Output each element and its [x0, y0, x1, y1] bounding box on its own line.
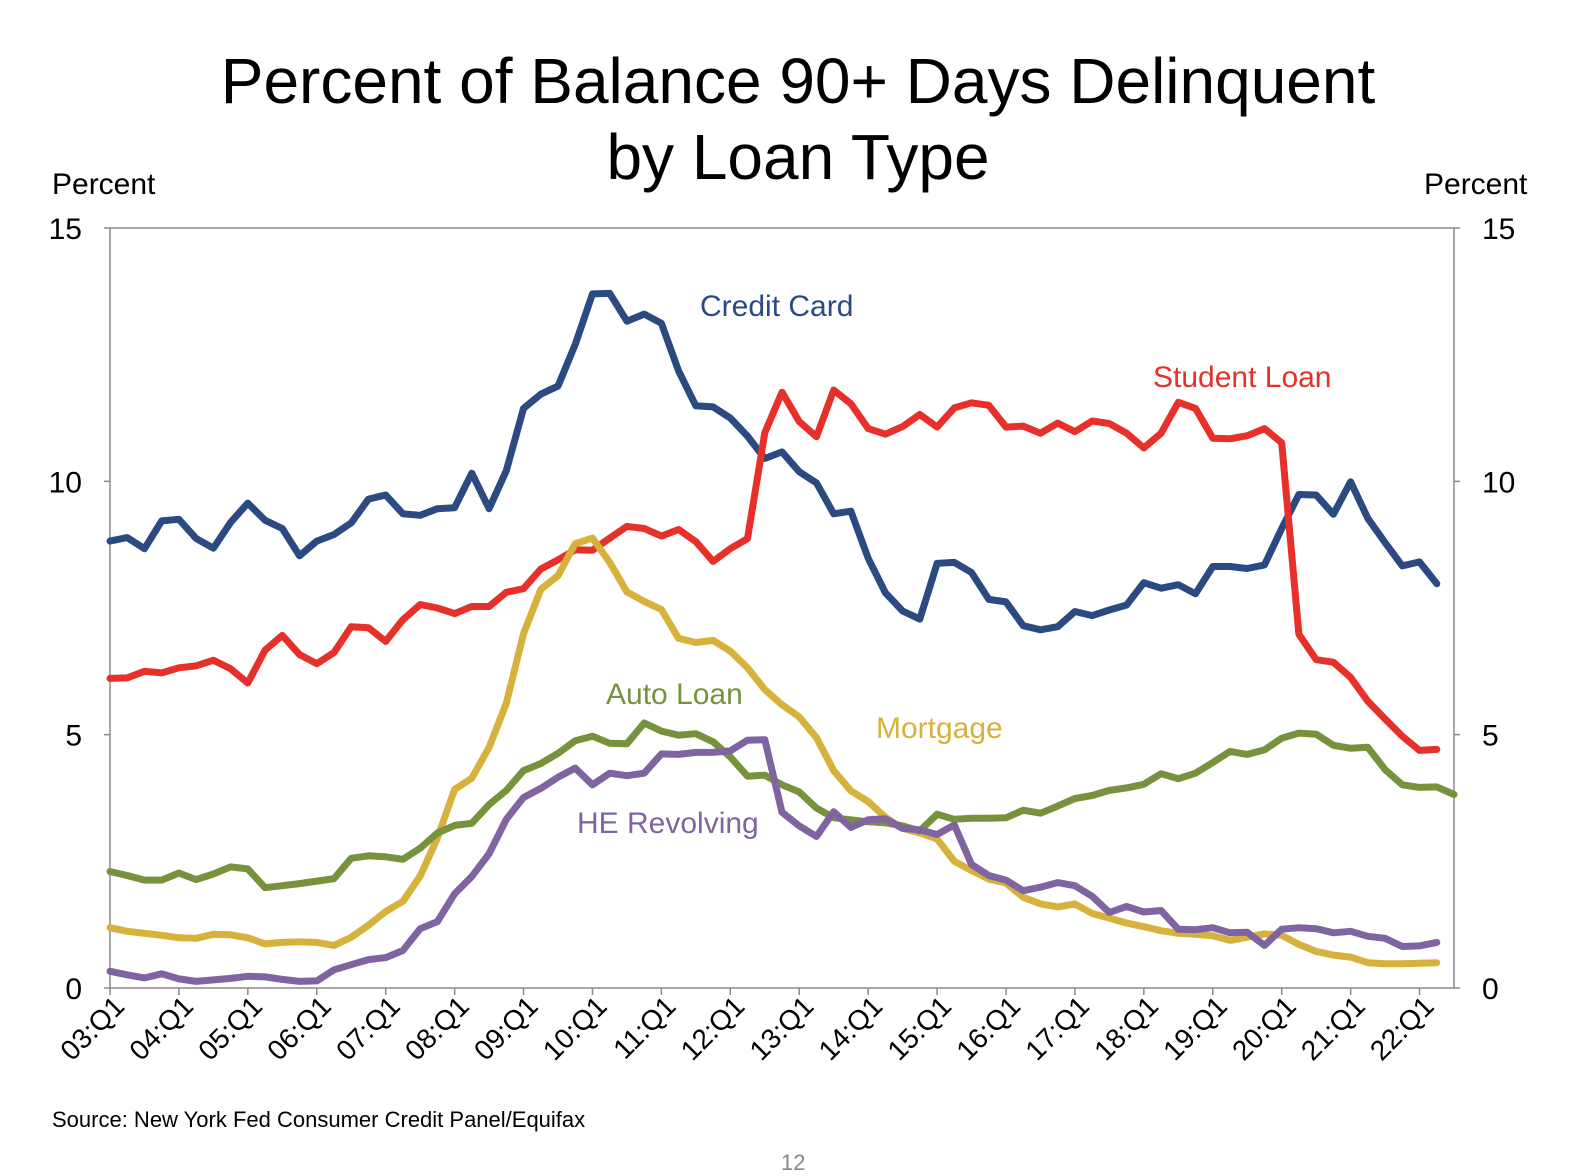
series-label-auto-loan: Auto Loan — [606, 678, 743, 711]
y-tick-label-left: 0 — [65, 973, 82, 1006]
y-tick-label-right: 5 — [1482, 720, 1499, 753]
series-label-he-revolving: HE Revolving — [577, 807, 759, 840]
x-tick-label: 11:Q1 — [607, 990, 681, 1064]
y-tick-label-left: 15 — [49, 213, 82, 246]
series-line-auto-loan — [106, 719, 1458, 892]
x-tick-label: 04:Q1 — [123, 990, 199, 1066]
x-tick-label: 09:Q1 — [468, 990, 544, 1066]
x-tick-label: 07:Q1 — [330, 990, 406, 1066]
left-axis-unit-label: Percent — [52, 168, 156, 201]
source-note: Source: New York Fed Consumer Credit Pan… — [52, 1107, 586, 1132]
y-tick-label-right: 15 — [1482, 213, 1515, 246]
y-tick-label-right: 0 — [1482, 973, 1499, 1006]
series-line-credit-card — [106, 289, 1441, 634]
series-line-mortgage — [106, 534, 1441, 968]
x-tick-label: 14:Q1 — [813, 990, 889, 1066]
y-tick-label-left: 10 — [49, 466, 82, 499]
x-tick-label: 18:Q1 — [1088, 990, 1164, 1066]
x-tick-label: 12:Q1 — [675, 990, 751, 1066]
x-tick-label: 17:Q1 — [1019, 990, 1095, 1066]
chart-subtitle: by Loan Type — [606, 121, 990, 193]
x-tick-label: 15:Q1 — [881, 990, 957, 1066]
x-tick-label: 08:Q1 — [399, 990, 475, 1066]
x-tick-label: 06:Q1 — [261, 990, 337, 1066]
x-tick-label: 21:Q1 — [1295, 990, 1371, 1066]
series-label-mortgage: Mortgage — [876, 712, 1003, 745]
x-tick-label: 16:Q1 — [950, 990, 1026, 1066]
x-tick-label: 22:Q1 — [1364, 990, 1440, 1066]
x-tick-label: 19:Q1 — [1157, 990, 1233, 1066]
x-tick-label: 10:Q1 — [537, 990, 613, 1066]
series-label-credit-card: Credit Card — [700, 290, 853, 323]
series-line-student-loan — [106, 386, 1441, 754]
plot-area-frame — [109, 227, 1455, 989]
y-tick-label-left: 5 — [65, 720, 82, 753]
series-line-he-revolving — [106, 736, 1441, 985]
x-tick-label: 20:Q1 — [1226, 990, 1302, 1066]
right-axis-unit-label: Percent — [1424, 168, 1528, 201]
page-number: 12 — [781, 1150, 806, 1175]
x-tick-label: 13:Q1 — [744, 990, 820, 1066]
series-label-student-loan: Student Loan — [1153, 361, 1332, 394]
x-tick-label: 05:Q1 — [192, 990, 268, 1066]
chart-title: Percent of Balance 90+ Days Delinquent — [220, 45, 1376, 117]
y-tick-label-right: 10 — [1482, 466, 1515, 499]
